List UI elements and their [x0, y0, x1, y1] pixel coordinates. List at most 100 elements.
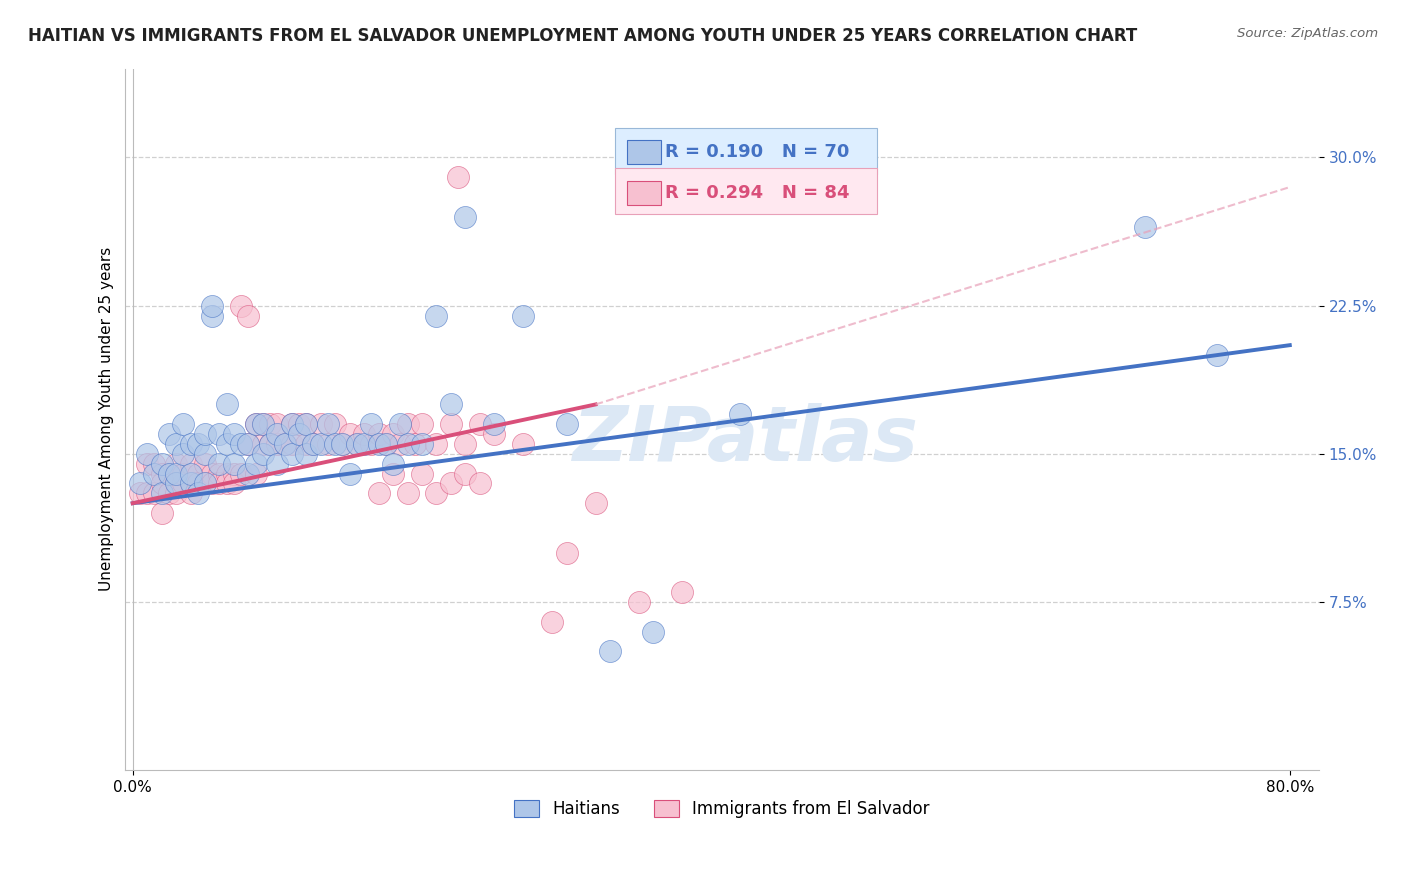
- Point: [339, 467, 361, 481]
- Point: [396, 417, 419, 432]
- Point: [295, 417, 318, 432]
- Point: [302, 437, 325, 451]
- Point: [180, 467, 202, 481]
- Point: [367, 427, 389, 442]
- Point: [339, 427, 361, 442]
- Point: [252, 417, 274, 432]
- Point: [215, 467, 238, 481]
- Point: [252, 417, 274, 432]
- Point: [728, 407, 751, 421]
- Point: [353, 437, 375, 451]
- Point: [238, 437, 260, 451]
- Point: [468, 417, 491, 432]
- Point: [208, 457, 231, 471]
- Point: [484, 417, 506, 432]
- Point: [346, 437, 368, 451]
- Point: [172, 467, 194, 481]
- Point: [208, 476, 231, 491]
- Point: [332, 437, 354, 451]
- Point: [425, 309, 447, 323]
- Point: [245, 467, 267, 481]
- Point: [585, 496, 607, 510]
- Point: [165, 476, 187, 491]
- Point: [259, 437, 281, 451]
- Point: [222, 427, 245, 442]
- Point: [1206, 348, 1229, 362]
- Point: [238, 467, 260, 481]
- Point: [208, 467, 231, 481]
- Point: [281, 447, 304, 461]
- Point: [1133, 219, 1156, 234]
- Point: [187, 467, 209, 481]
- Point: [367, 486, 389, 500]
- Point: [454, 210, 477, 224]
- Point: [129, 486, 152, 500]
- Point: [288, 427, 311, 442]
- Point: [404, 437, 426, 451]
- Point: [215, 476, 238, 491]
- Point: [136, 486, 159, 500]
- Point: [201, 309, 224, 323]
- Point: [187, 486, 209, 500]
- Point: [440, 476, 463, 491]
- Point: [201, 476, 224, 491]
- Point: [231, 437, 253, 451]
- Point: [245, 417, 267, 432]
- Point: [180, 476, 202, 491]
- Point: [346, 437, 368, 451]
- Point: [165, 437, 187, 451]
- Point: [425, 437, 447, 451]
- Point: [374, 437, 396, 451]
- Point: [180, 476, 202, 491]
- Point: [208, 427, 231, 442]
- Point: [165, 457, 187, 471]
- Point: [454, 467, 477, 481]
- Point: [389, 417, 412, 432]
- Point: [512, 437, 534, 451]
- Point: [440, 417, 463, 432]
- Point: [245, 457, 267, 471]
- Y-axis label: Unemployment Among Youth under 25 years: Unemployment Among Youth under 25 years: [100, 247, 114, 591]
- Point: [231, 299, 253, 313]
- Point: [180, 437, 202, 451]
- Point: [281, 417, 304, 432]
- Text: R = 0.190   N = 70: R = 0.190 N = 70: [665, 143, 849, 161]
- Point: [382, 457, 405, 471]
- Point: [187, 437, 209, 451]
- Point: [288, 417, 311, 432]
- Point: [555, 546, 578, 560]
- Point: [222, 457, 245, 471]
- Point: [468, 476, 491, 491]
- Point: [396, 437, 419, 451]
- Point: [259, 437, 281, 451]
- Text: HAITIAN VS IMMIGRANTS FROM EL SALVADOR UNEMPLOYMENT AMONG YOUTH UNDER 25 YEARS C: HAITIAN VS IMMIGRANTS FROM EL SALVADOR U…: [28, 27, 1137, 45]
- Point: [295, 417, 318, 432]
- Point: [129, 476, 152, 491]
- Point: [273, 437, 295, 451]
- Point: [512, 309, 534, 323]
- Point: [194, 447, 217, 461]
- Point: [396, 486, 419, 500]
- Point: [266, 457, 288, 471]
- Point: [150, 467, 173, 481]
- Point: [309, 417, 332, 432]
- Point: [281, 437, 304, 451]
- Text: R = 0.294   N = 84: R = 0.294 N = 84: [665, 184, 849, 202]
- Point: [295, 437, 318, 451]
- Point: [222, 476, 245, 491]
- Point: [541, 615, 564, 629]
- Point: [309, 437, 332, 451]
- Point: [215, 397, 238, 411]
- Point: [172, 417, 194, 432]
- Point: [157, 467, 180, 481]
- Point: [136, 457, 159, 471]
- Point: [411, 417, 433, 432]
- FancyBboxPatch shape: [614, 168, 877, 214]
- Point: [238, 437, 260, 451]
- Point: [353, 427, 375, 442]
- Point: [382, 427, 405, 442]
- Point: [187, 476, 209, 491]
- Point: [599, 644, 621, 658]
- Point: [143, 486, 166, 500]
- Point: [367, 437, 389, 451]
